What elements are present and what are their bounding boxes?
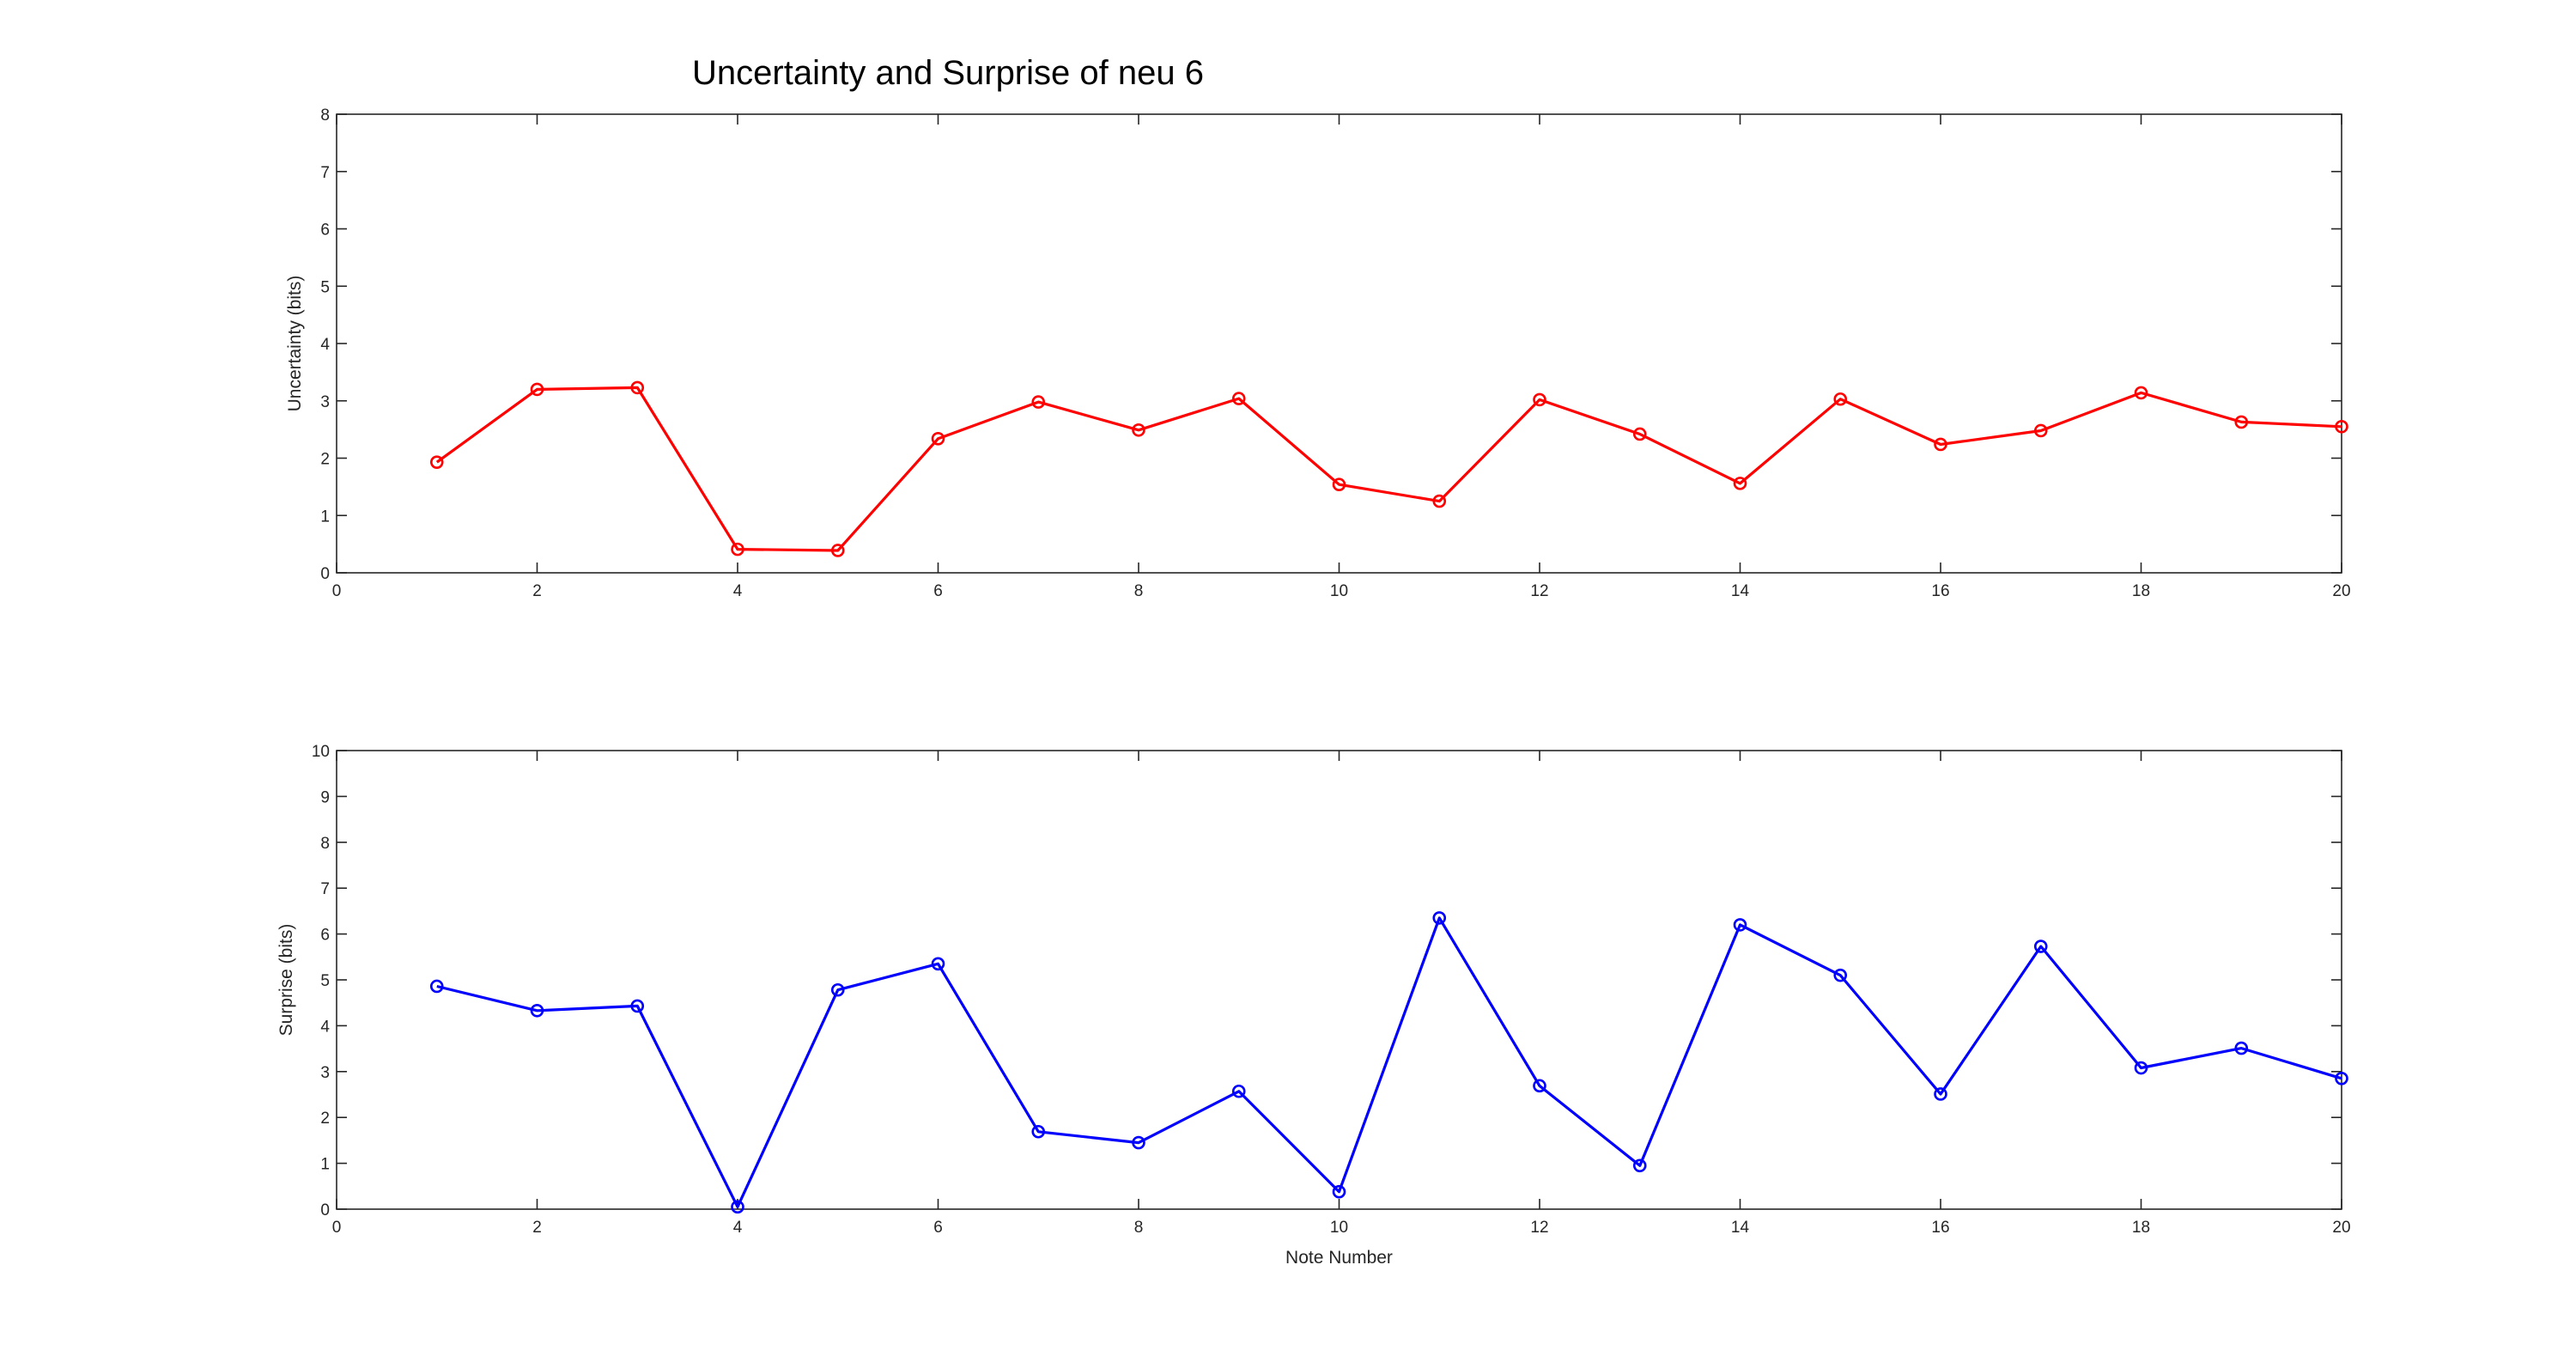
uncertainty-data-point xyxy=(530,382,544,397)
uncertainty-y-tick-label: 1 xyxy=(320,508,330,526)
surprise-data-point xyxy=(731,1200,744,1214)
uncertainty-data-point xyxy=(2335,419,2348,434)
uncertainty-data-point xyxy=(1432,494,1447,508)
surprise-data-point xyxy=(429,979,444,994)
uncertainty-axes-frame xyxy=(336,113,2342,574)
uncertainty-x-tick-label: 10 xyxy=(1330,582,1348,600)
uncertainty-y-tick-label: 5 xyxy=(320,278,330,296)
surprise-y-tick-label: 8 xyxy=(320,835,330,853)
uncertainty-y-tick-label: 3 xyxy=(320,393,330,411)
surprise-x-tick-label: 16 xyxy=(1931,1219,1949,1237)
uncertainty-x-tick-label: 8 xyxy=(1134,582,1144,600)
surprise-data-point xyxy=(1934,1087,1947,1101)
surprise-y-tick-label: 4 xyxy=(320,1018,330,1036)
uncertainty-data-point xyxy=(2234,415,2249,429)
uncertainty-data-point xyxy=(2134,386,2148,400)
uncertainty-data-point xyxy=(1132,423,1145,437)
surprise-data-point xyxy=(1432,911,1447,925)
uncertainty-data-point xyxy=(429,455,444,469)
surprise-x-tick-label: 8 xyxy=(1134,1219,1144,1237)
uncertainty-x-tick-label: 12 xyxy=(1530,582,1548,600)
uncertainty-data-point xyxy=(1632,427,1647,441)
surprise-data-point xyxy=(1231,1084,1246,1098)
surprise-data-point xyxy=(2335,1072,2348,1085)
uncertainty-y-tick-label: 0 xyxy=(320,565,330,583)
surprise-x-tick-label: 0 xyxy=(332,1219,342,1237)
uncertainty-series-line xyxy=(435,386,2342,552)
surprise-data-point xyxy=(1332,1184,1346,1199)
uncertainty-x-tick-label: 16 xyxy=(1931,582,1949,600)
surprise-y-tick-label: 5 xyxy=(320,972,330,990)
uncertainty-data-point xyxy=(1533,392,1546,407)
surprise-data-point xyxy=(1733,918,1747,932)
uncertainty-x-tick-label: 20 xyxy=(2332,582,2350,600)
surprise-y-tick-label: 9 xyxy=(320,788,330,806)
surprise-y-tick-label: 2 xyxy=(320,1110,330,1128)
uncertainty-y-tick-label: 4 xyxy=(320,336,330,354)
uncertainty-x-tick-label: 0 xyxy=(332,582,342,600)
uncertainty-data-point xyxy=(1332,477,1346,492)
surprise-y-tick-label: 1 xyxy=(320,1156,330,1174)
surprise-data-point xyxy=(1031,1124,1046,1139)
uncertainty-data-point xyxy=(1031,395,1046,409)
surprise-x-tick-label: 18 xyxy=(2132,1219,2150,1237)
uncertainty-y-tick-label: 2 xyxy=(320,451,330,469)
surprise-x-tick-label: 12 xyxy=(1530,1219,1548,1237)
uncertainty-data-point xyxy=(630,380,645,395)
surprise-data-point xyxy=(830,982,845,997)
uncertainty-y-tick-label: 7 xyxy=(320,164,330,182)
surprise-x-axis-label: Note Number xyxy=(1285,1248,1393,1268)
surprise-y-tick-label: 7 xyxy=(320,880,330,898)
surprise-data-point xyxy=(1533,1079,1546,1093)
uncertainty-y-tick-label: 6 xyxy=(320,222,330,240)
surprise-y-axis-label: Surprise (bits) xyxy=(276,924,296,1037)
surprise-data-point xyxy=(931,957,945,971)
surprise-data-point xyxy=(630,999,645,1013)
uncertainty-data-point xyxy=(1934,437,1947,452)
surprise-x-tick-label: 10 xyxy=(1330,1219,1348,1237)
surprise-x-tick-label: 14 xyxy=(1731,1219,1750,1237)
uncertainty-x-tick-label: 6 xyxy=(933,582,943,600)
surprise-y-tick-label: 3 xyxy=(320,1064,330,1082)
uncertainty-x-tick-label: 4 xyxy=(733,582,743,600)
surprise-data-point xyxy=(1833,968,1848,982)
uncertainty-y-tick-label: 8 xyxy=(320,106,330,125)
surprise-x-tick-label: 20 xyxy=(2332,1219,2350,1237)
surprise-series-line xyxy=(436,916,2342,1208)
surprise-data-point xyxy=(1632,1158,1647,1173)
surprise-data-point xyxy=(1132,1135,1145,1150)
uncertainty-y-axis-label: Uncertainty (bits) xyxy=(285,276,305,412)
uncertainty-x-tick-label: 18 xyxy=(2132,582,2150,600)
uncertainty-data-point xyxy=(2033,423,2048,438)
surprise-axes-frame xyxy=(336,750,2342,1210)
surprise-data-point xyxy=(2033,940,2048,953)
uncertainty-data-point xyxy=(931,432,945,446)
surprise-data-point xyxy=(2234,1041,2249,1055)
surprise-data-point xyxy=(530,1003,544,1018)
uncertainty-data-point xyxy=(830,544,845,557)
figure-title: Uncertainty and Surprise of neu 6 xyxy=(692,54,1204,92)
surprise-y-tick-label: 0 xyxy=(320,1201,330,1219)
surprise-data-point xyxy=(2134,1061,2148,1075)
uncertainty-data-point xyxy=(1733,477,1747,490)
uncertainty-data-point xyxy=(1833,392,1848,406)
surprise-x-tick-label: 4 xyxy=(733,1219,743,1237)
uncertainty-data-point xyxy=(731,542,744,556)
uncertainty-data-point xyxy=(1231,392,1246,405)
uncertainty-x-tick-label: 14 xyxy=(1731,582,1750,600)
surprise-x-tick-label: 6 xyxy=(933,1219,943,1237)
surprise-y-tick-label: 6 xyxy=(320,927,330,945)
surprise-y-tick-label: 10 xyxy=(312,743,330,761)
surprise-x-tick-label: 2 xyxy=(532,1219,542,1237)
uncertainty-x-tick-label: 2 xyxy=(532,582,542,600)
